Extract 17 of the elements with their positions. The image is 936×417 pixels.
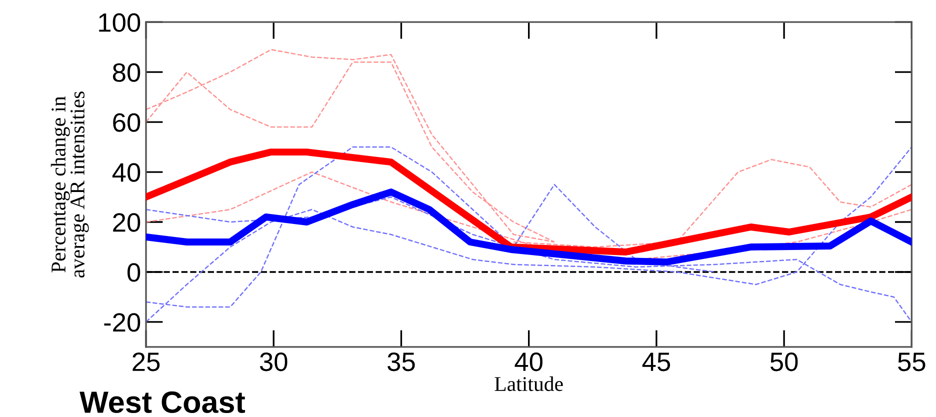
y-tick-label: 100 (99, 13, 140, 32)
x-tick-label: 35 (388, 352, 415, 372)
x-tick-label: 25 (132, 352, 160, 372)
y-tick-label: -20 (104, 313, 140, 332)
text: West Coast (80, 391, 246, 414)
y-tick-label: 60 (113, 113, 140, 132)
y-tick-label: 20 (113, 213, 140, 232)
x-tick-label: 50 (770, 352, 798, 372)
y-tick-label: 40 (112, 163, 140, 182)
x-axis-title: Latitude (494, 376, 563, 392)
y-tick-label: 80 (112, 63, 140, 82)
x-tick-label: 55 (898, 352, 926, 372)
y-tick-label: 0 (128, 263, 140, 282)
x-tick-label: 40 (514, 352, 542, 372)
y-axis-title: Percentage change in average AR intensities (50, 92, 89, 278)
x-tick-label: 30 (260, 352, 288, 372)
x-tick-label: 45 (642, 352, 670, 372)
